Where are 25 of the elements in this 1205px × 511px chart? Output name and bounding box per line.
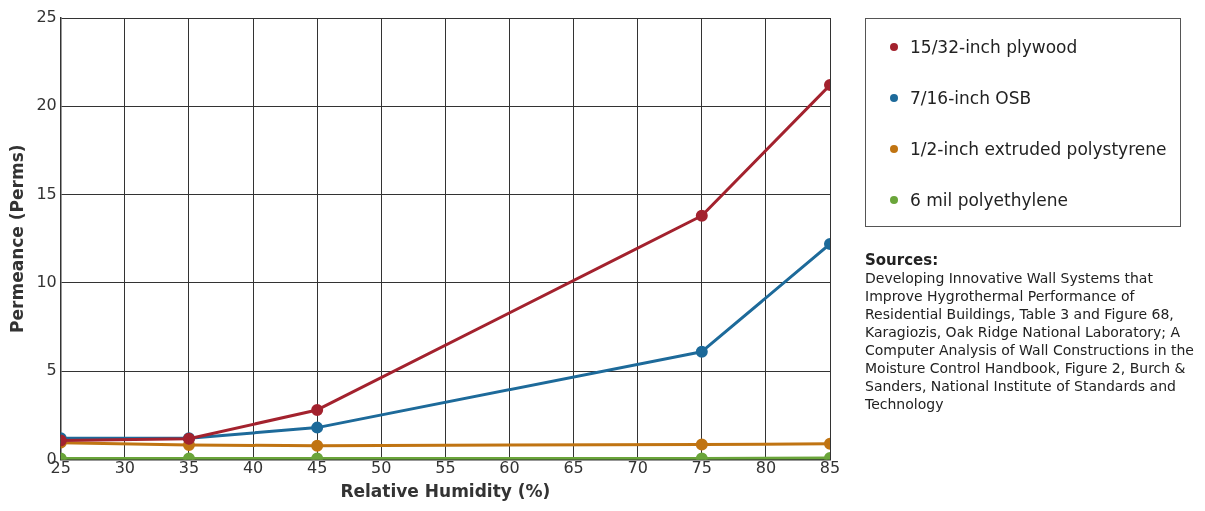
x-tick-label: 85 — [819, 458, 841, 478]
legend-label: 6 mil polyethylene — [910, 190, 1068, 210]
legend-label: 1/2-inch extruded polystyrene — [910, 139, 1167, 159]
x-tick-label: 35 — [178, 458, 200, 478]
x-tick-label: 50 — [371, 458, 392, 478]
x-tick-label: 55 — [435, 458, 456, 478]
y-axis-title: Permeance (Perms) — [6, 144, 27, 333]
x-tick-label: 30 — [114, 458, 136, 478]
source-note: Sources: — [865, 251, 940, 269]
text: Developing Innovative Wall Systems that Improve Hygrothermal Performance of Residential Buildings, Table 3 and Figure 68, Karagiozis, Oak Ridge National Laboratory; A Computer Analysis of Wall Constructions in the Moisture Control Handbook, Figure 2, Burch & Sanders, National Institute of Standards and Technology — [865, 269, 1195, 413]
x-tick-label: 60 — [499, 458, 520, 478]
y-tick-label: 25 — [36, 7, 57, 27]
legend-label: 15/32-inch plywood — [910, 37, 1078, 57]
x-tick-label: 45 — [306, 458, 328, 478]
x-tick-label: 70 — [627, 458, 648, 478]
y-tick-label: 10 — [36, 272, 57, 291]
legend-label: 7/16-inch OSB — [910, 88, 1032, 108]
x-tick-label: 65 — [563, 458, 584, 478]
x-tick-label: 40 — [242, 458, 264, 478]
x-tick-label: 80 — [755, 458, 777, 478]
y-tick-label: 15 — [36, 183, 57, 203]
y-tick-label: 5 — [46, 360, 57, 380]
y-tick-label: 20 — [36, 95, 57, 115]
x-tick-label: 75 — [691, 458, 712, 478]
x-axis-title: Relative Humidity (%) — [340, 481, 551, 502]
